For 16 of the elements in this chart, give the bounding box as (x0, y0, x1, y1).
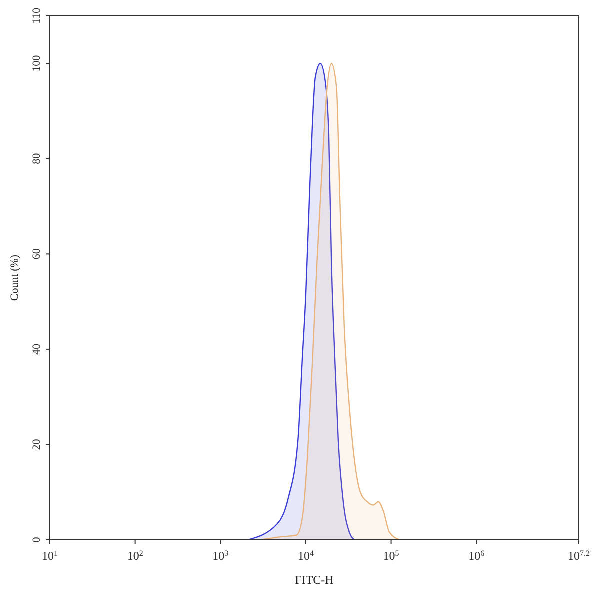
y-tick-label: 100 (31, 54, 43, 72)
y-axis-title: Count (%) (9, 254, 21, 302)
x-tick-label: 10$^{5}$ (383, 548, 400, 563)
y-tick-label: 110 (31, 7, 43, 24)
x-tick-label: 10$^{3}$ (212, 548, 229, 563)
x-tick-label: 10$^{4}$ (298, 548, 314, 563)
y-tick-label: 0 (31, 536, 43, 543)
x-tick-label: 10$^{2}$ (127, 548, 144, 563)
y-tick-label: 60 (31, 248, 43, 260)
y-tick-label: 20 (31, 438, 43, 450)
x-tick-label: 10$^{6}$ (468, 548, 485, 563)
x-tick-label: 10$^{1}$ (42, 548, 58, 563)
x-axis-title: FITC-H (295, 573, 334, 587)
x-tick-label: 10$^{7.2}$ (568, 548, 590, 563)
y-tick-label: 80 (31, 152, 43, 164)
y-tick-label: 40 (31, 343, 43, 355)
